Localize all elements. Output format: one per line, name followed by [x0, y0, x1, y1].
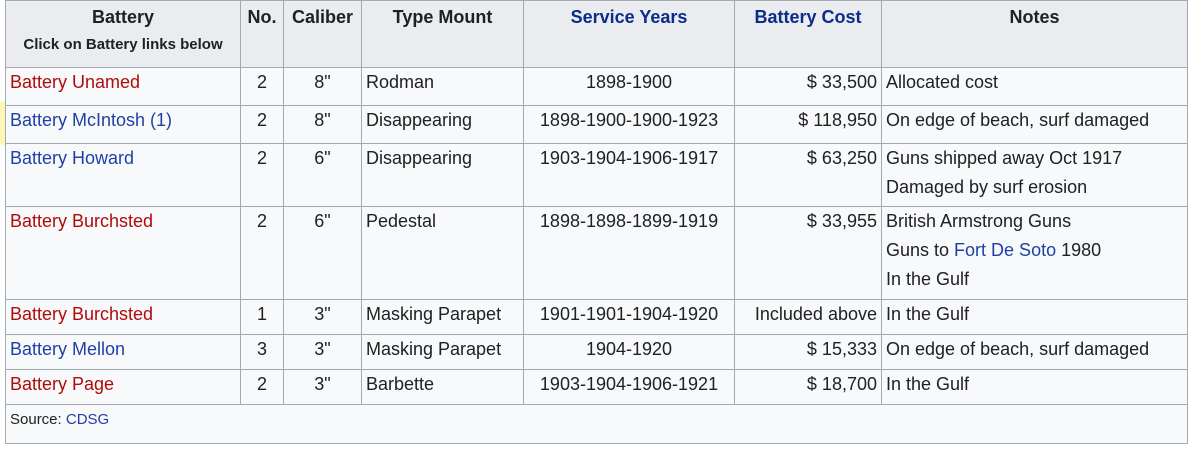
cost-cell: $ 33,955	[734, 206, 882, 300]
source-row: Source: CDSG	[5, 404, 1188, 444]
notes-cell: In the Gulf	[881, 369, 1188, 405]
notes-cell: In the Gulf	[881, 299, 1188, 335]
years-cell: 1903-1904-1906-1917	[523, 143, 735, 207]
years-cell: 1898-1898-1899-1919	[523, 206, 735, 300]
battery-cell: Battery Unamed	[5, 67, 241, 106]
battery-link[interactable]: Battery Burchsted	[10, 211, 154, 231]
notes-cell: British Armstrong Guns Guns to Fort De S…	[881, 206, 1188, 300]
battery-cell: Battery Page	[5, 369, 241, 405]
battery-cell: Battery Burchsted	[5, 299, 241, 335]
header-type-mount: Type Mount	[361, 0, 524, 68]
header-battery-cost[interactable]: Battery Cost	[734, 0, 882, 68]
caliber-cell: 6"	[283, 143, 362, 207]
no-cell: 2	[240, 369, 284, 405]
battery-link[interactable]: Battery Unamed	[10, 72, 141, 92]
batteries-table: Battery Click on Battery links below No.…	[5, 0, 1188, 444]
battery-cell: Battery McIntosh (1)	[5, 105, 241, 144]
source-cell: Source: CDSG	[5, 404, 1188, 444]
no-cell: 2	[240, 67, 284, 106]
type-cell: Disappearing	[361, 143, 524, 207]
note-text: 1980	[1056, 240, 1102, 260]
note-text: Guns to	[886, 240, 955, 260]
cost-cell: $ 118,950	[734, 105, 882, 144]
caliber-cell: 8"	[283, 67, 362, 106]
note-line: On edge of beach, surf damaged	[886, 110, 1150, 130]
no-cell: 3	[240, 334, 284, 370]
note-line: On edge of beach, surf damaged	[886, 339, 1150, 359]
battery-link[interactable]: Battery Burchsted	[10, 304, 154, 324]
header-battery-label: Battery	[91, 7, 155, 27]
battery-link[interactable]: Battery McIntosh (1)	[10, 110, 173, 130]
note-line: Damaged by surf erosion	[886, 177, 1088, 197]
table-row: Battery McIntosh (1) 2 8" Disappearing 1…	[5, 105, 1188, 144]
header-row: Battery Click on Battery links below No.…	[5, 0, 1188, 68]
cost-cell: Included above	[734, 299, 882, 335]
table-row: Battery Howard 2 6" Disappearing 1903-19…	[5, 143, 1188, 207]
type-cell: Rodman	[361, 67, 524, 106]
no-cell: 2	[240, 105, 284, 144]
table-row: Battery Page 2 3" Barbette 1903-1904-190…	[5, 369, 1188, 405]
no-cell: 2	[240, 143, 284, 207]
table-row: Battery Unamed 2 8" Rodman 1898-1900 $ 3…	[5, 67, 1188, 106]
note-line: British Armstrong Guns	[886, 211, 1072, 231]
note-line: Guns shipped away Oct 1917	[886, 148, 1123, 168]
cost-cell: $ 15,333	[734, 334, 882, 370]
years-cell: 1898-1900	[523, 67, 735, 106]
note-line: In the Gulf	[886, 304, 970, 324]
type-cell: Pedestal	[361, 206, 524, 300]
header-battery-sub: Click on Battery links below	[23, 36, 223, 53]
type-cell: Disappearing	[361, 105, 524, 144]
notes-cell: On edge of beach, surf damaged	[881, 334, 1188, 370]
type-cell: Masking Parapet	[361, 334, 524, 370]
caliber-cell: 6"	[283, 206, 362, 300]
fort-de-soto-link[interactable]: Fort De Soto	[954, 240, 1057, 260]
battery-link[interactable]: Battery Mellon	[10, 339, 126, 359]
header-service-years[interactable]: Service Years	[523, 0, 735, 68]
source-label: Source:	[10, 411, 66, 428]
years-cell: 1898-1900-1900-1923	[523, 105, 735, 144]
years-cell: 1901-1901-1904-1920	[523, 299, 735, 335]
battery-cell: Battery Mellon	[5, 334, 241, 370]
caliber-cell: 8"	[283, 105, 362, 144]
note-line: In the Gulf	[886, 374, 970, 394]
cost-cell: $ 63,250	[734, 143, 882, 207]
type-cell: Masking Parapet	[361, 299, 524, 335]
note-line: Allocated cost	[886, 72, 999, 92]
notes-cell: On edge of beach, surf damaged	[881, 105, 1188, 144]
battery-link[interactable]: Battery Howard	[10, 148, 135, 168]
battery-cell: Battery Howard	[5, 143, 241, 207]
source-link[interactable]: CDSG	[65, 411, 110, 428]
notes-cell: Allocated cost	[881, 67, 1188, 106]
header-no: No.	[240, 0, 284, 68]
type-cell: Barbette	[361, 369, 524, 405]
header-battery: Battery Click on Battery links below	[5, 0, 241, 68]
cost-cell: $ 18,700	[734, 369, 882, 405]
table-row: Battery Mellon 3 3" Masking Parapet 1904…	[5, 334, 1188, 370]
battery-link[interactable]: Battery Page	[10, 374, 115, 394]
header-notes: Notes	[881, 0, 1188, 68]
notes-cell: Guns shipped away Oct 1917 Damaged by su…	[881, 143, 1188, 207]
years-cell: 1904-1920	[523, 334, 735, 370]
note-line: In the Gulf	[886, 269, 970, 289]
years-cell: 1903-1904-1906-1921	[523, 369, 735, 405]
caliber-cell: 3"	[283, 334, 362, 370]
table-row: Battery Burchsted 1 3" Masking Parapet 1…	[5, 299, 1188, 335]
table-row: Battery Burchsted 2 6" Pedestal 1898-189…	[5, 206, 1188, 300]
no-cell: 1	[240, 299, 284, 335]
no-cell: 2	[240, 206, 284, 300]
note-line: Guns to Fort De Soto 1980	[886, 236, 1183, 265]
caliber-cell: 3"	[283, 369, 362, 405]
cost-cell: $ 33,500	[734, 67, 882, 106]
header-caliber: Caliber	[283, 0, 362, 68]
caliber-cell: 3"	[283, 299, 362, 335]
battery-cell: Battery Burchsted	[5, 206, 241, 300]
